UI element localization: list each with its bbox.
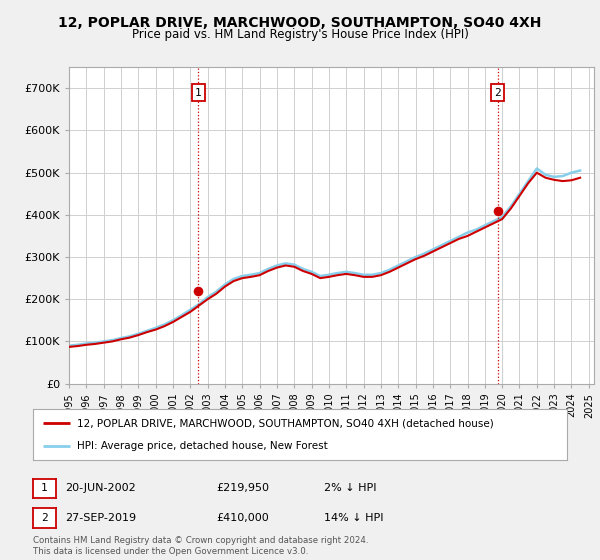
Text: 20-JUN-2002: 20-JUN-2002	[65, 483, 136, 493]
Text: HPI: Average price, detached house, New Forest: HPI: Average price, detached house, New …	[77, 441, 328, 451]
Text: 12, POPLAR DRIVE, MARCHWOOD, SOUTHAMPTON, SO40 4XH (detached house): 12, POPLAR DRIVE, MARCHWOOD, SOUTHAMPTON…	[77, 418, 494, 428]
Text: 27-SEP-2019: 27-SEP-2019	[65, 513, 136, 523]
Text: 1: 1	[41, 483, 48, 493]
Point	[493, 206, 503, 215]
Text: 2: 2	[494, 87, 501, 97]
Text: 1: 1	[195, 87, 202, 97]
Point	[194, 286, 203, 295]
Text: £219,950: £219,950	[216, 483, 269, 493]
Text: 12, POPLAR DRIVE, MARCHWOOD, SOUTHAMPTON, SO40 4XH: 12, POPLAR DRIVE, MARCHWOOD, SOUTHAMPTON…	[58, 16, 542, 30]
Text: £410,000: £410,000	[216, 513, 269, 523]
Text: Contains HM Land Registry data © Crown copyright and database right 2024.
This d: Contains HM Land Registry data © Crown c…	[33, 536, 368, 556]
Text: 14% ↓ HPI: 14% ↓ HPI	[324, 513, 383, 523]
Text: Price paid vs. HM Land Registry's House Price Index (HPI): Price paid vs. HM Land Registry's House …	[131, 28, 469, 41]
Text: 2% ↓ HPI: 2% ↓ HPI	[324, 483, 377, 493]
Text: 2: 2	[41, 513, 48, 523]
